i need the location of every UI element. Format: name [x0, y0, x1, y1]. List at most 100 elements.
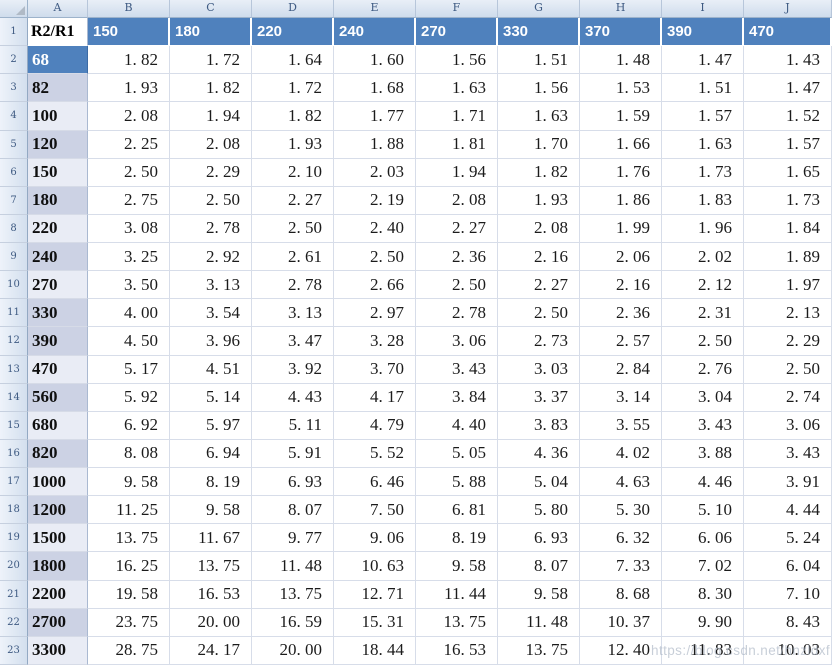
data-cell[interactable]: 3. 47 [252, 327, 334, 356]
data-cell[interactable]: 11. 83 [662, 636, 744, 665]
data-cell[interactable]: 2. 08 [88, 102, 170, 131]
row-header-18[interactable]: 18 [0, 496, 28, 525]
data-cell[interactable]: 5. 80 [498, 496, 580, 525]
data-cell[interactable]: 2. 50 [88, 158, 170, 187]
row-header-23[interactable]: 23 [0, 636, 28, 665]
data-cell[interactable]: 9. 58 [498, 580, 580, 609]
data-cell[interactable]: 1. 72 [252, 74, 334, 103]
data-cell[interactable]: 5. 10 [662, 496, 744, 525]
data-cell[interactable]: 3. 92 [252, 355, 334, 384]
data-cell[interactable]: 5. 14 [170, 383, 252, 412]
data-cell[interactable]: 2. 84 [580, 355, 662, 384]
data-cell[interactable]: 1. 86 [580, 186, 662, 215]
data-cell[interactable]: 1. 81 [416, 130, 498, 159]
data-cell[interactable]: 2. 08 [170, 130, 252, 159]
data-cell[interactable]: 2. 29 [170, 158, 252, 187]
row-label-cell[interactable]: 150 [28, 158, 88, 187]
data-cell[interactable]: 1. 93 [88, 74, 170, 103]
row-header-8[interactable]: 8 [0, 214, 28, 243]
column-header-F[interactable]: F [416, 0, 498, 18]
data-cell[interactable]: 2. 66 [334, 271, 416, 300]
data-cell[interactable]: 1. 70 [498, 130, 580, 159]
column-header-A[interactable]: A [28, 0, 88, 18]
data-cell[interactable]: 4. 63 [580, 468, 662, 497]
row-label-cell[interactable]: 180 [28, 186, 88, 215]
data-cell[interactable]: 4. 00 [88, 299, 170, 328]
data-cell[interactable]: 19. 58 [88, 580, 170, 609]
data-cell[interactable]: 6. 32 [580, 524, 662, 553]
data-cell[interactable]: 6. 92 [88, 411, 170, 440]
data-cell[interactable]: 2. 10 [252, 158, 334, 187]
data-cell[interactable]: 1. 57 [662, 102, 744, 131]
data-cell[interactable]: 2. 03 [334, 158, 416, 187]
data-cell[interactable]: 1. 56 [416, 46, 498, 75]
data-cell[interactable]: 4. 50 [88, 327, 170, 356]
data-cell[interactable]: 9. 06 [334, 524, 416, 553]
row-label-cell[interactable]: 240 [28, 243, 88, 272]
row-header-7[interactable]: 7 [0, 186, 28, 215]
row-header-17[interactable]: 17 [0, 468, 28, 497]
data-cell[interactable]: 2. 74 [744, 383, 832, 412]
data-cell[interactable]: 1. 76 [580, 158, 662, 187]
data-cell[interactable]: 1. 56 [498, 74, 580, 103]
header-cell-270[interactable]: 270 [416, 18, 498, 47]
data-cell[interactable]: 1. 77 [334, 102, 416, 131]
data-cell[interactable]: 7. 33 [580, 552, 662, 581]
data-cell[interactable]: 3. 88 [662, 439, 744, 468]
data-cell[interactable]: 8. 30 [662, 580, 744, 609]
row-label-cell[interactable]: 390 [28, 327, 88, 356]
row-header-10[interactable]: 10 [0, 271, 28, 300]
row-label-cell[interactable]: 820 [28, 439, 88, 468]
data-cell[interactable]: 3. 06 [416, 327, 498, 356]
row-label-cell[interactable]: 1800 [28, 552, 88, 581]
data-cell[interactable]: 9. 90 [662, 608, 744, 637]
data-cell[interactable]: 1. 99 [580, 214, 662, 243]
data-cell[interactable]: 3. 55 [580, 411, 662, 440]
data-cell[interactable]: 20. 00 [252, 636, 334, 665]
data-cell[interactable]: 1. 73 [662, 158, 744, 187]
data-cell[interactable]: 11. 48 [252, 552, 334, 581]
row-header-1[interactable]: 1 [0, 18, 28, 47]
data-cell[interactable]: 10. 63 [334, 552, 416, 581]
data-cell[interactable]: 1. 63 [416, 74, 498, 103]
data-cell[interactable]: 13. 75 [416, 608, 498, 637]
data-cell[interactable]: 1. 60 [334, 46, 416, 75]
data-cell[interactable]: 1. 51 [662, 74, 744, 103]
data-cell[interactable]: 11. 67 [170, 524, 252, 553]
data-cell[interactable]: 1. 94 [170, 102, 252, 131]
data-cell[interactable]: 7. 50 [334, 496, 416, 525]
data-cell[interactable]: 16. 59 [252, 608, 334, 637]
data-cell[interactable]: 8. 07 [252, 496, 334, 525]
cell-A1-r2r1-label[interactable]: R2/R1 [28, 18, 88, 47]
row-label-cell[interactable]: 1200 [28, 496, 88, 525]
data-cell[interactable]: 1. 64 [252, 46, 334, 75]
data-cell[interactable]: 6. 93 [252, 468, 334, 497]
data-cell[interactable]: 11. 25 [88, 496, 170, 525]
row-label-cell[interactable]: 330 [28, 299, 88, 328]
data-cell[interactable]: 5. 11 [252, 411, 334, 440]
data-cell[interactable]: 2. 40 [334, 214, 416, 243]
data-cell[interactable]: 4. 51 [170, 355, 252, 384]
data-cell[interactable]: 1. 57 [744, 130, 832, 159]
row-header-15[interactable]: 15 [0, 411, 28, 440]
data-cell[interactable]: 1. 59 [580, 102, 662, 131]
row-label-cell[interactable]: 100 [28, 102, 88, 131]
data-cell[interactable]: 2. 16 [580, 271, 662, 300]
data-cell[interactable]: 5. 52 [334, 439, 416, 468]
data-cell[interactable]: 2. 75 [88, 186, 170, 215]
data-cell[interactable]: 6. 94 [170, 439, 252, 468]
column-header-D[interactable]: D [252, 0, 334, 18]
data-cell[interactable]: 2. 19 [334, 186, 416, 215]
data-cell[interactable]: 3. 04 [662, 383, 744, 412]
data-cell[interactable]: 2. 29 [744, 327, 832, 356]
data-cell[interactable]: 2. 97 [334, 299, 416, 328]
data-cell[interactable]: 1. 84 [744, 214, 832, 243]
data-cell[interactable]: 1. 51 [498, 46, 580, 75]
data-cell[interactable]: 2. 36 [580, 299, 662, 328]
row-header-9[interactable]: 9 [0, 243, 28, 272]
data-cell[interactable]: 8. 19 [416, 524, 498, 553]
data-cell[interactable]: 3. 70 [334, 355, 416, 384]
data-cell[interactable]: 2. 78 [170, 214, 252, 243]
data-cell[interactable]: 1. 43 [744, 46, 832, 75]
data-cell[interactable]: 5. 05 [416, 439, 498, 468]
